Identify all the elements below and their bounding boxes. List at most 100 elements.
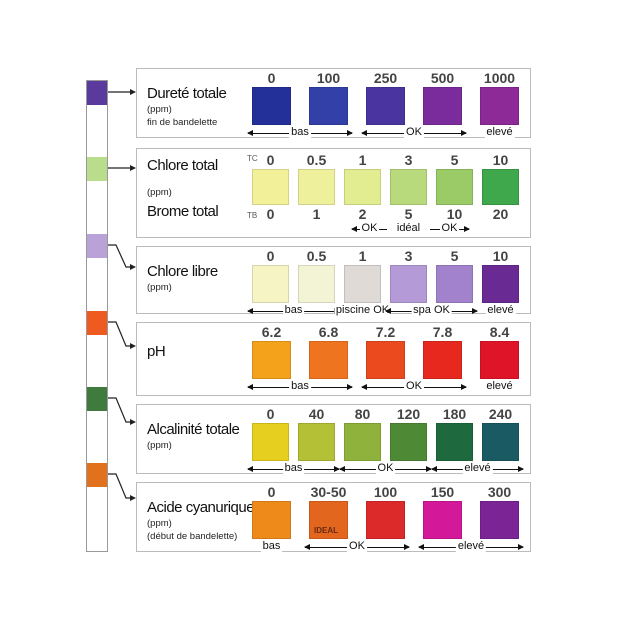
- value-label: 250: [373, 70, 398, 86]
- strip-pad: [87, 81, 107, 105]
- range-label: OK: [359, 222, 380, 234]
- range-label: OK: [404, 380, 424, 392]
- value-label-secondary: 10: [446, 206, 463, 222]
- range-indicator: OK: [361, 126, 467, 139]
- panel-title: Chlore libre: [147, 263, 218, 280]
- color-swatch: [344, 169, 381, 205]
- value-label: 0.5: [306, 152, 327, 168]
- range-indicator: elevé: [476, 126, 523, 139]
- value-label-secondary: 0: [266, 206, 275, 222]
- value-label: 40: [308, 406, 325, 422]
- color-swatch: [252, 423, 289, 461]
- arrowhead-icon: [130, 343, 136, 349]
- panel-title: Alcalinité totale: [147, 421, 240, 438]
- range-label: bas: [282, 462, 305, 474]
- value-label: 0: [266, 406, 275, 422]
- color-swatch: [298, 265, 335, 303]
- value-label: 120: [396, 406, 421, 422]
- range-label: piscine OK: [333, 304, 392, 316]
- color-swatch: [390, 265, 427, 303]
- range-indicator: spa OK: [385, 304, 478, 317]
- panel-title: Chlore total: [147, 157, 218, 174]
- range-indicator: elevé: [418, 540, 524, 553]
- color-swatch: [298, 169, 335, 205]
- color-swatch: [482, 169, 519, 205]
- test-panel: Chlore libre (ppm) 0 0.5 1 3 5 10 bas piscine OK s…: [136, 246, 531, 317]
- arrow-left-icon: [247, 384, 253, 390]
- range-indicator: bas: [247, 380, 353, 393]
- range-label: idéal: [394, 222, 423, 234]
- connector-arrow: [108, 321, 132, 347]
- range-indicator: bas: [247, 304, 340, 317]
- value-label: 80: [354, 406, 371, 422]
- arrow-left-icon: [247, 130, 253, 136]
- range-indicator: idéal: [384, 222, 433, 235]
- color-swatch: [252, 169, 289, 205]
- ideal-label: IDEAL: [314, 526, 338, 535]
- range-label: spa OK: [411, 304, 452, 316]
- strip-pad: [87, 311, 107, 335]
- arrow-left-icon: [351, 226, 357, 232]
- arrow-left-icon: [339, 466, 345, 472]
- range-indicator: bas: [247, 462, 340, 475]
- value-label: 0.5: [306, 248, 327, 264]
- range-indicator: OK: [361, 380, 467, 393]
- value-label: 300: [487, 484, 512, 500]
- arrow-left-icon: [247, 466, 253, 472]
- arrow-right-icon: [404, 544, 410, 550]
- color-swatch: [309, 87, 348, 125]
- range-indicator: elevé: [431, 462, 524, 475]
- panel-subtitle: (début de bandelette): [147, 531, 238, 542]
- range-label: OK: [347, 540, 367, 552]
- color-swatch: [390, 423, 427, 461]
- test-panel: Dureté totale (ppm) fin de bandelette 0 100 2…: [136, 68, 531, 138]
- range-indicator: OK: [351, 222, 387, 235]
- value-label-secondary: 1: [312, 206, 321, 222]
- arrowhead-icon: [130, 419, 136, 425]
- range-label: elevé: [484, 126, 515, 138]
- value-label: 7.8: [432, 324, 453, 340]
- value-label: 500: [430, 70, 455, 86]
- value-label: 100: [316, 70, 341, 86]
- value-label: 10: [492, 248, 509, 264]
- color-swatch: [436, 169, 473, 205]
- panel-title-secondary: Brome total: [147, 203, 219, 220]
- range-label: bas: [289, 126, 311, 138]
- color-swatch: [436, 423, 473, 461]
- panel-title: Acide cyanurique: [147, 499, 255, 516]
- strip-pad: [87, 157, 107, 181]
- color-swatch: [423, 501, 462, 539]
- range-label: OK: [404, 126, 424, 138]
- range-indicator: bas: [247, 126, 353, 139]
- test-panel: Alcalinité totale (ppm) 0 40 80 120 180 240 bas O…: [136, 404, 531, 474]
- range-indicator: OK: [339, 462, 432, 475]
- color-swatch: [423, 341, 462, 379]
- arrow-right-icon: [426, 466, 432, 472]
- arrow-right-icon: [347, 130, 353, 136]
- range-label: OK: [439, 222, 460, 234]
- color-swatch: [366, 501, 405, 539]
- value-label: 5: [450, 152, 459, 168]
- range-indicator: piscine OK: [333, 304, 392, 317]
- arrow-right-icon: [334, 466, 340, 472]
- value-label: 1: [358, 152, 367, 168]
- range-label: bas: [282, 304, 305, 316]
- connector-arrow: [108, 244, 132, 268]
- panel-subtitle: (ppm): [147, 518, 172, 529]
- range-label: elevé: [462, 462, 493, 474]
- value-label: 1: [358, 248, 367, 264]
- value-label: 6.2: [261, 324, 282, 340]
- value-label-secondary: 2: [358, 206, 367, 222]
- range-indicator: OK: [304, 540, 410, 553]
- value-label: 7.2: [375, 324, 396, 340]
- arrow-left-icon: [361, 384, 367, 390]
- panel-subtitle: (ppm): [147, 282, 172, 293]
- panel-title: pH: [147, 343, 166, 360]
- color-swatch: [480, 501, 519, 539]
- panel-subtitle: fin de bandelette: [147, 117, 218, 128]
- value-label: 5: [450, 248, 459, 264]
- connector-arrow: [108, 473, 132, 499]
- test-panel: Chlore total Brome total (ppm) TC TB 0 0 0.5 1 1 2…: [136, 148, 531, 238]
- color-swatch: [298, 423, 335, 461]
